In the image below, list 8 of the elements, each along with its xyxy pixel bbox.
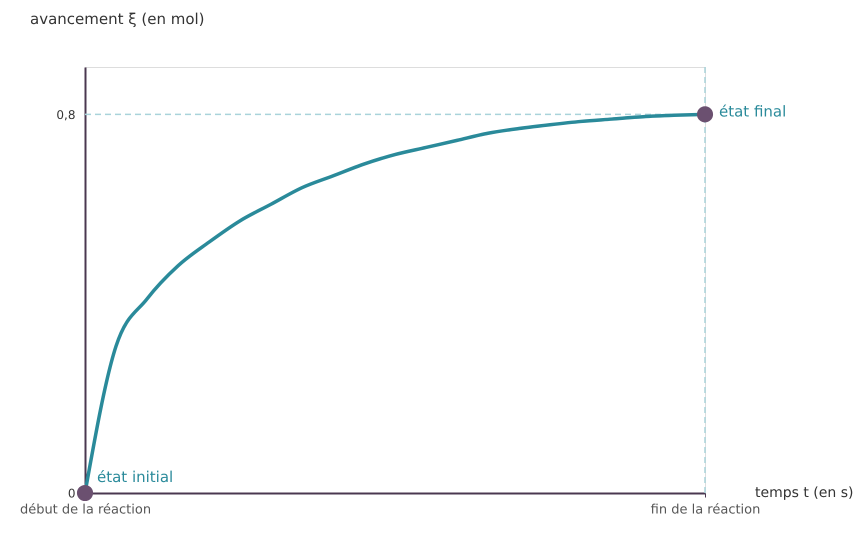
- annotation: état initial: [97, 468, 174, 486]
- y-tick-label: 0,8: [56, 108, 76, 122]
- annotation: état final: [719, 102, 786, 120]
- x-tick-label: début de la réaction: [20, 502, 152, 518]
- x-tick-label: fin de la réaction: [650, 502, 760, 518]
- y-tick-label: 0: [68, 486, 76, 500]
- x-axis-title: temps t (en s): [755, 485, 854, 501]
- y-axis-title: avancement ξ (en mol): [30, 10, 205, 28]
